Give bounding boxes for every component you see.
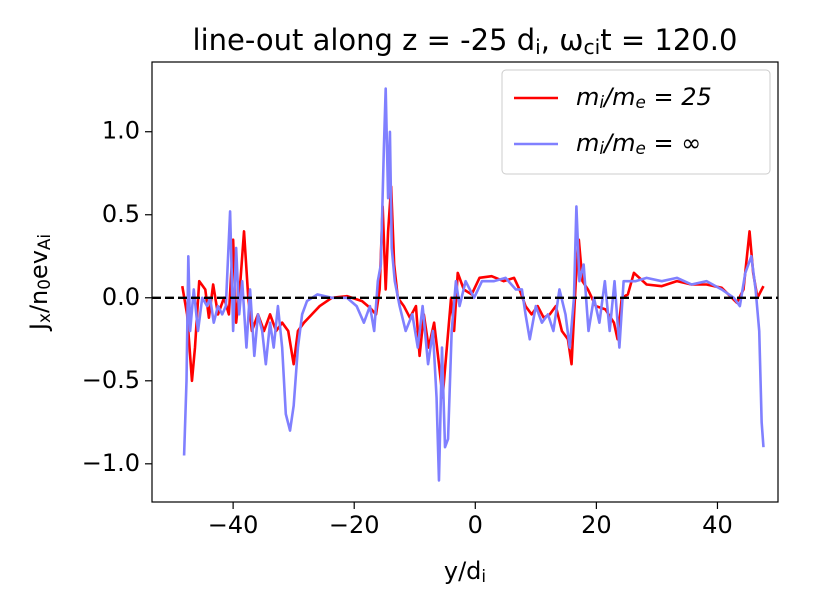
y-tick-label: 0.5 (102, 200, 140, 228)
plot-frame (151, 61, 779, 503)
y-tick-label: 1.0 (102, 117, 140, 145)
y-tick-label: −1.0 (82, 449, 140, 477)
y-axis-label: Jx/n0evAi (25, 234, 54, 332)
x-tick-label: 20 (581, 511, 612, 539)
legend-box (501, 69, 771, 175)
x-axis-label: y/di (444, 557, 486, 586)
y-tick-label: −0.5 (82, 366, 140, 394)
series-line (182, 87, 765, 482)
legend-label: mi/me = ∞ (576, 129, 701, 158)
x-tick-label: −20 (329, 511, 380, 539)
y-tick-label: 0.0 (102, 283, 140, 311)
x-tick-label: −40 (208, 511, 259, 539)
chart-title: line-out along z = -25 di, ωcit = 120.0 (193, 23, 738, 59)
series-line (180, 185, 765, 399)
x-tick-label: 40 (702, 511, 733, 539)
legend-label: mi/me = 25 (576, 83, 712, 112)
x-tick-label: 0 (468, 511, 483, 539)
